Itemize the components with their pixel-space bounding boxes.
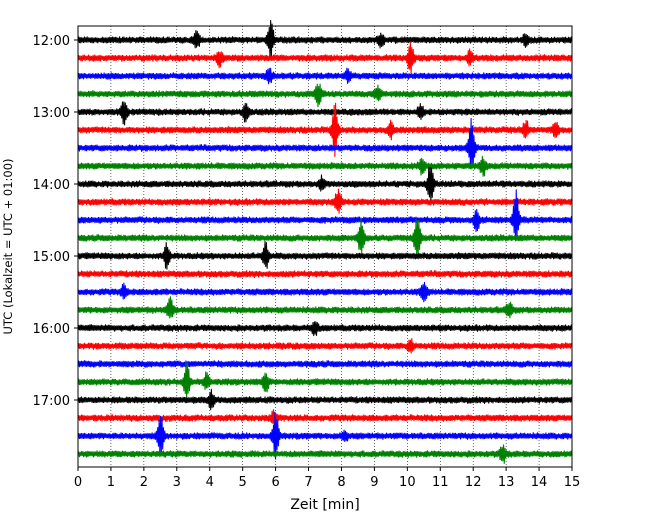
seismic-trace <box>77 41 573 76</box>
seismic-trace <box>77 444 573 464</box>
y-tick-label: 12:00 <box>33 34 70 49</box>
x-tick-label: 14 <box>531 475 548 490</box>
seismic-trace <box>77 189 573 241</box>
seismic-trace <box>77 362 573 401</box>
y-tick-label: 17:00 <box>33 394 70 409</box>
x-tick-label: 13 <box>498 475 515 490</box>
seismic-trace <box>77 241 573 270</box>
x-tick-label: 8 <box>337 475 345 490</box>
seismic-trace <box>77 67 573 85</box>
seismic-trace <box>77 155 573 177</box>
plot-frame <box>77 25 573 468</box>
x-tick-label: 10 <box>399 475 416 490</box>
seismic-trace <box>77 321 573 337</box>
x-tick-label: 1 <box>107 475 115 490</box>
y-axis-ticks: 12:00 13:00 14:00 15:00 16:00 17:00 <box>33 34 78 409</box>
traces <box>77 19 573 464</box>
seismic-trace <box>77 19 573 60</box>
y-tick-label: 14:00 <box>33 178 70 193</box>
seismic-trace <box>77 166 573 203</box>
x-tick-label: 12 <box>465 475 482 490</box>
seismic-trace <box>77 411 573 460</box>
x-tick-label: 5 <box>239 475 247 490</box>
x-tick-label: 0 <box>74 475 82 490</box>
seismic-trace <box>77 360 573 368</box>
y-tick-label: 15:00 <box>33 250 70 265</box>
seismic-trace <box>77 281 573 303</box>
seismic-trace <box>77 409 573 429</box>
y-tick-label: 16:00 <box>33 322 70 337</box>
x-tick-label: 9 <box>370 475 378 490</box>
seismic-trace <box>77 101 573 126</box>
seismic-trace <box>77 388 573 411</box>
y-tick-label: 13:00 <box>33 106 70 121</box>
x-axis-label: Zeit [min] <box>290 497 359 513</box>
x-axis-ticks: 0 1 2 3 4 5 6 7 8 9 10 11 12 13 14 15 <box>74 467 580 490</box>
x-tick-label: 2 <box>140 475 148 490</box>
x-tick-label: 15 <box>564 475 581 490</box>
seismic-trace <box>77 83 573 108</box>
seismic-trace <box>77 218 573 258</box>
seismic-trace <box>77 117 573 168</box>
x-tick-label: 6 <box>271 475 279 490</box>
seismic-trace <box>77 188 573 214</box>
x-tick-label: 7 <box>304 475 312 490</box>
seismic-trace <box>77 102 573 158</box>
x-tick-label: 3 <box>173 475 181 490</box>
seismic-trace <box>77 337 573 354</box>
seismic-trace <box>77 270 573 278</box>
seismic-trace <box>77 296 573 319</box>
x-tick-label: 4 <box>206 475 214 490</box>
x-tick-label: 11 <box>432 475 449 490</box>
y-axis-label: UTC (Lokalzeit = UTC + 01:00) <box>1 158 15 334</box>
